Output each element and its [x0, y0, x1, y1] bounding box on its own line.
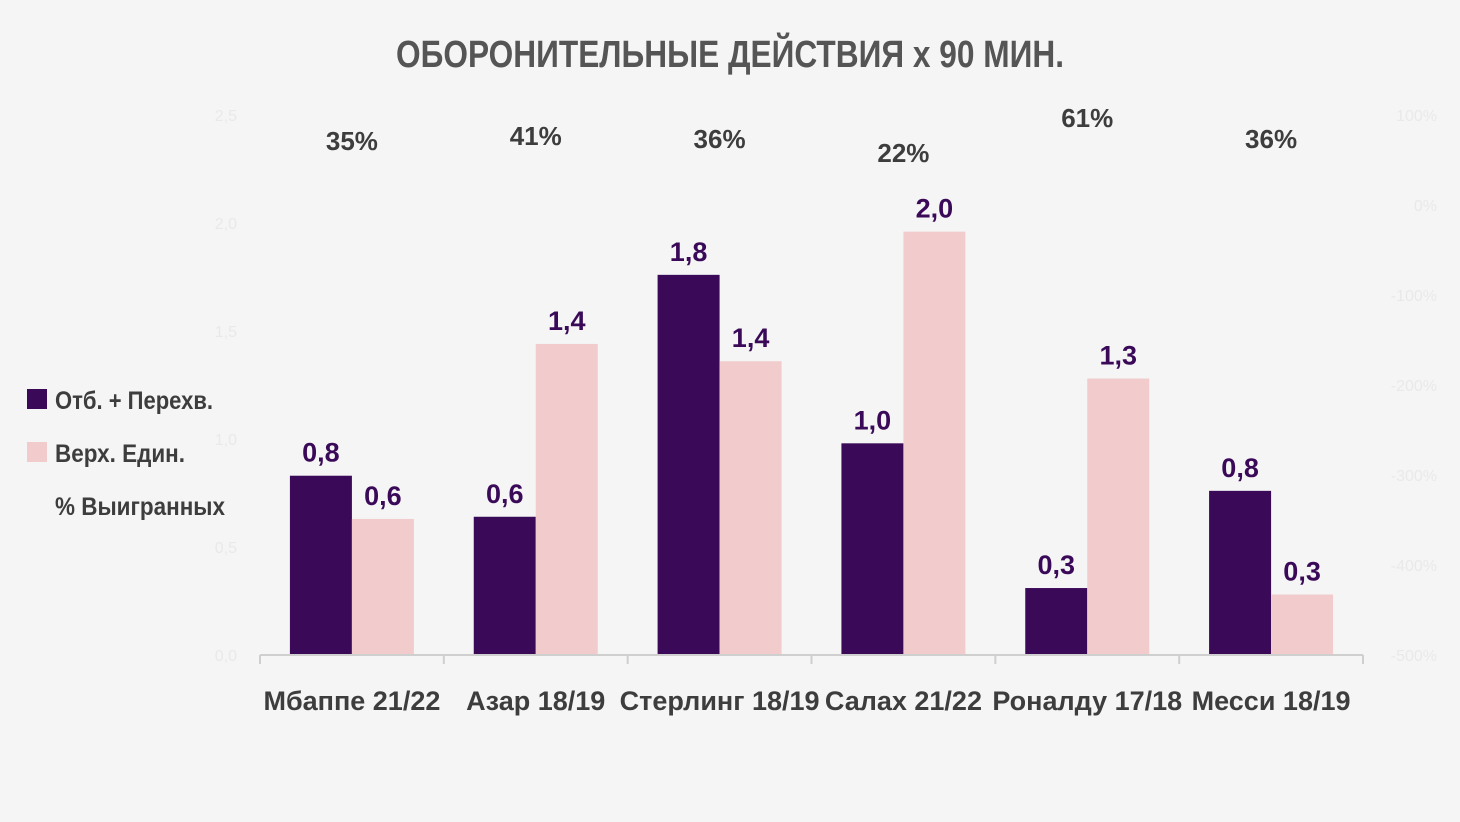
bar-series1	[841, 443, 904, 655]
legend-label-series2: Верх. Един.	[55, 440, 185, 468]
chart-title: ОБОРОНИТЕЛЬНЫЕ ДЕЙСТВИЯ х 90 МИН.	[396, 31, 1064, 76]
y2-tick-label: -300%	[1391, 468, 1437, 485]
y-tick-label: 1,0	[215, 432, 237, 449]
bar-series1	[473, 516, 536, 655]
y2-tick-label: -100%	[1391, 288, 1437, 305]
legend-label-series1: Отб. + Перехв.	[55, 387, 213, 415]
percent-won-label: 61%	[1061, 103, 1113, 133]
y-tick-label: 0,0	[215, 648, 237, 665]
y2-tick-label: 0%	[1414, 198, 1437, 215]
y-axis-ticks: 0,0 0,5 1,0 1,5 2,0 2,5	[215, 108, 237, 665]
bar-value-label: 0,3	[1037, 550, 1075, 580]
legend: Отб. + Перехв. Верх. Един. % Выигранных	[27, 387, 225, 521]
percent-won-label: 22%	[877, 138, 929, 168]
bar-value-label: 0,6	[486, 479, 524, 509]
category-label: Азар 18/19	[466, 686, 605, 716]
category-label: Роналду 17/18	[992, 686, 1182, 716]
bar-series2	[535, 343, 598, 655]
bar-series2	[903, 231, 966, 655]
y2-tick-label: -400%	[1391, 558, 1437, 575]
bar-value-label: 1,3	[1099, 341, 1137, 371]
bar-value-label: 0,6	[364, 481, 402, 511]
y2-tick-label: -500%	[1391, 648, 1437, 665]
value-labels-group: 0,8 0,6 0,6 1,4 1,8 1,4 1,0 2,0 0,3 1,3 0,8 0,3	[302, 194, 1321, 587]
x-axis	[259, 654, 1364, 664]
bar-value-label: 1,4	[732, 323, 770, 353]
percent-won-label: 35%	[326, 126, 378, 156]
category-labels-group: Мбаппе 21/22 Азар 18/19 Стерлинг 18/19 Сала…	[263, 686, 1350, 716]
bar-series2	[1087, 378, 1150, 655]
bar-series1	[657, 274, 720, 655]
y-tick-label: 1,5	[215, 324, 237, 341]
bar-value-label: 1,4	[548, 306, 586, 336]
bar-value-label: 0,8	[1221, 453, 1259, 483]
legend-label-secondary: % Выигранных	[55, 493, 225, 521]
bars-group	[289, 231, 1334, 655]
bar-series1	[1025, 588, 1088, 655]
legend-swatch-series1	[27, 389, 47, 409]
y-tick-label: 0,5	[215, 540, 237, 557]
bar-series1	[289, 475, 352, 655]
y-tick-label: 2,0	[215, 216, 237, 233]
percent-labels-group: 35% 41% 36% 22% 61% 36%	[326, 103, 1297, 168]
percent-won-label: 36%	[694, 124, 746, 154]
bar-value-label: 0,3	[1283, 557, 1321, 587]
y2-tick-label: -200%	[1391, 378, 1437, 395]
y-tick-label: 2,5	[215, 108, 237, 125]
percent-won-label: 41%	[510, 121, 562, 151]
bar-series2	[719, 361, 782, 655]
bar-value-label: 1,8	[670, 237, 708, 267]
legend-swatch-series2	[27, 442, 47, 462]
category-label: Салах 21/22	[825, 686, 982, 716]
bar-series2	[1271, 594, 1334, 655]
percent-won-label: 36%	[1245, 124, 1297, 154]
category-label: Стерлинг 18/19	[620, 686, 820, 716]
y2-tick-label: 100%	[1396, 108, 1437, 125]
bar-series2	[351, 518, 414, 655]
bar-value-label: 0,8	[302, 438, 340, 468]
category-label: Мбаппе 21/22	[263, 686, 440, 716]
bar-series1	[1209, 490, 1272, 655]
category-label: Месси 18/19	[1192, 686, 1351, 716]
y2-axis-ticks: 100% 0% -100% -200% -300% -400% -500%	[1391, 108, 1437, 665]
bar-value-label: 1,0	[854, 405, 892, 435]
bar-value-label: 2,0	[916, 194, 954, 224]
